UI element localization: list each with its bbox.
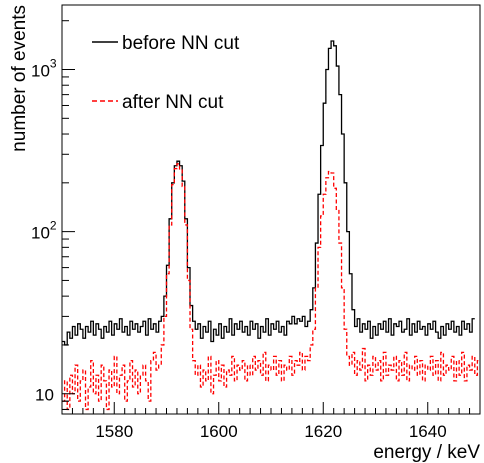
x-axis: 1580 1600 1620 1640 bbox=[61, 402, 481, 441]
plot-frame bbox=[61, 4, 481, 415]
series-layer bbox=[62, 40, 480, 411]
y-tick-label: 10 bbox=[35, 386, 54, 405]
legend: before NN cut after NN cut bbox=[92, 33, 240, 113]
legend-label-before: before NN cut bbox=[122, 33, 240, 54]
series-line-1 bbox=[62, 163, 480, 411]
y-axis: 10 102 103 bbox=[31, 20, 75, 410]
y-axis-title: number of events bbox=[9, 5, 30, 152]
x-axis-title: energy / keV bbox=[373, 442, 480, 463]
y-tick-label: 103 bbox=[31, 57, 57, 81]
series-line-0 bbox=[62, 40, 475, 346]
y-tick-label: 102 bbox=[31, 219, 57, 243]
legend-label-after: after NN cut bbox=[122, 92, 224, 113]
x-tick-label: 1640 bbox=[409, 422, 447, 441]
x-tick-label: 1580 bbox=[95, 422, 133, 441]
x-tick-label: 1600 bbox=[200, 422, 238, 441]
x-tick-label: 1620 bbox=[304, 422, 342, 441]
